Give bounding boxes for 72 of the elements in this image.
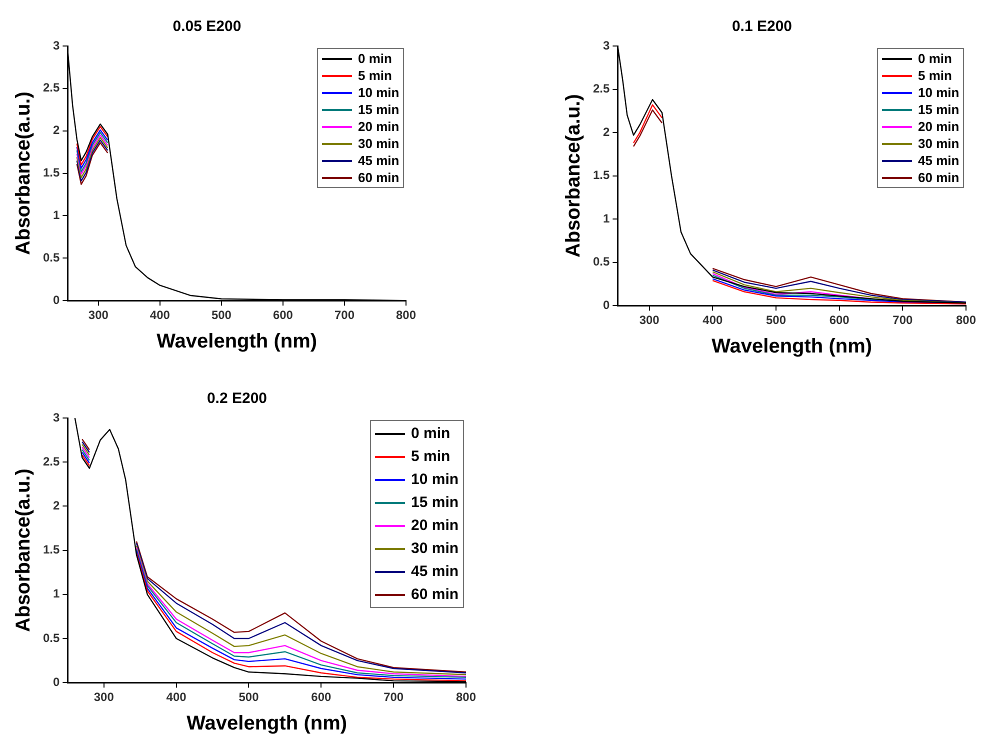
legend-label: 15 min [411,493,459,513]
x-tick-label: 400 [702,313,724,328]
legend-label: 45 min [411,562,459,582]
x-tick-label: 800 [456,690,476,704]
x-axis-title: Wavelength (nm) [156,330,318,353]
x-tick-label: 500 [766,313,786,328]
y-tick-label: 2 [52,123,60,138]
y-tick-label: 1.5 [592,168,610,182]
legend-label: 10 min [918,84,960,101]
chart-title: 0.1 E200 [732,18,792,36]
legend-label: 45 min [918,152,960,169]
y-tick-label: 1 [602,211,610,226]
x-tick-label: 800 [396,308,416,322]
x-tick-label: 600 [311,690,332,704]
legend-label: 10 min [358,84,400,101]
x-axis-title: Wavelength (nm) [186,712,348,735]
x-tick-label: 600 [829,313,850,328]
x-tick-label: 300 [639,313,660,328]
y-tick-label: 2 [602,124,610,139]
x-tick-label: 700 [384,690,404,704]
y-tick-label: 2 [52,498,60,513]
legend-label: 30 min [358,135,400,152]
legend-label: 30 min [918,135,960,152]
legend-label: 15 min [358,101,400,118]
x-tick-label: 700 [334,308,355,322]
y-axis-title: Absorbance(a.u.) [562,94,585,258]
legend-label: 45 min [358,152,400,169]
x-tick-label: 800 [956,313,976,328]
y-tick-label: 0 [52,292,60,307]
y-tick-label: 1.5 [42,166,60,180]
x-axis-title: Wavelength (nm) [712,336,872,358]
y-tick-label: 0 [602,298,610,312]
legend-label: 60 min [358,169,400,186]
x-tick-label: 400 [166,690,187,704]
y-tick-label: 2.5 [42,80,60,95]
x-tick-label: 500 [238,690,260,704]
legend-label: 0 min [918,50,952,67]
y-tick-label: 1 [52,208,60,222]
y-tick-label: 3 [52,38,60,52]
chart-title: 0.05 E200 [172,18,242,36]
x-tick-label: 700 [892,313,913,328]
legend-label: 15 min [918,101,960,118]
y-axis-title: Absorbance(a.u.) [12,92,35,255]
x-tick-label: 600 [272,308,294,322]
y-tick-label: 0.5 [42,630,60,645]
legend-label: 60 min [918,169,960,186]
y-tick-label: 0.5 [592,254,610,269]
y-tick-label: 1.5 [42,542,60,557]
x-tick-label: 300 [94,690,114,704]
legend-label: 20 min [918,118,960,135]
legend-label: 0 min [411,424,450,444]
legend-label: 30 min [411,539,459,559]
legend-label: 10 min [411,470,459,490]
x-tick-label: 400 [150,308,170,322]
y-tick-label: 2.5 [592,82,610,96]
legend-label: 0 min [358,50,392,67]
y-tick-label: 2.5 [42,454,60,468]
legend-label: 20 min [358,118,400,135]
x-tick-label: 500 [211,308,232,322]
y-tick-label: 0.5 [42,250,60,264]
y-axis-title: Absorbance(a.u.) [12,468,35,632]
legend-label: 5 min [411,447,450,467]
legend-label: 5 min [358,67,392,84]
y-tick-label: 3 [52,410,60,424]
legend-label: 60 min [411,585,459,605]
y-tick-label: 3 [602,38,610,52]
x-tick-label: 300 [88,308,109,322]
y-tick-label: 1 [52,586,60,601]
legend-label: 20 min [411,516,459,536]
y-tick-label: 0 [52,674,60,689]
chart-title: 0.2 E200 [206,390,268,408]
legend-label: 5 min [918,67,952,84]
